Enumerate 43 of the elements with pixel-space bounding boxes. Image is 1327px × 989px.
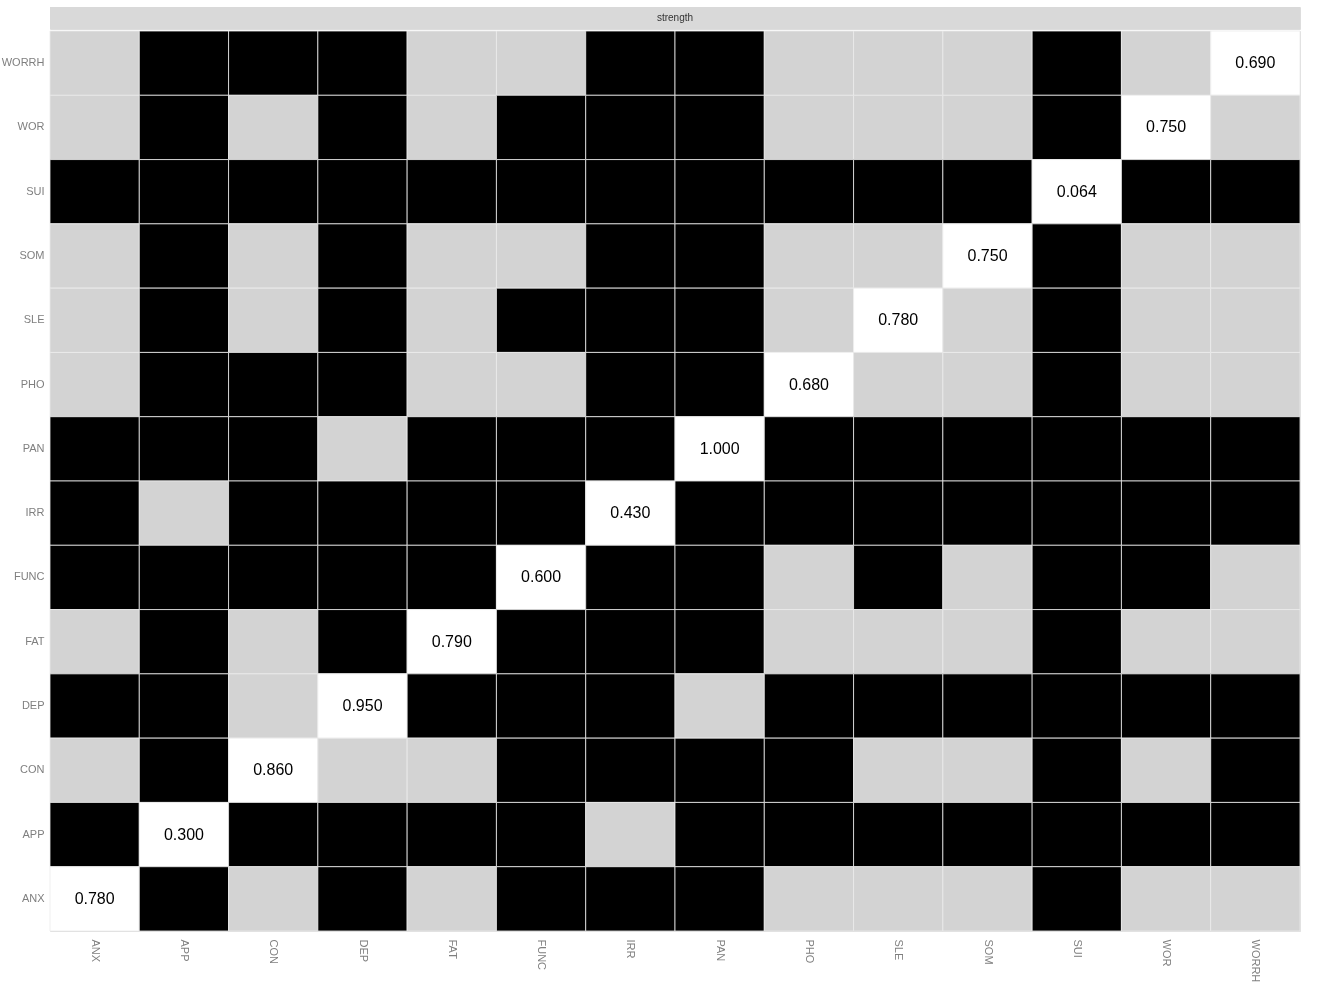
y-tick-label: APP — [22, 827, 45, 840]
y-tick-label: DEP — [21, 699, 45, 711]
x-tick-label: PAN — [714, 939, 727, 962]
y-tick-label: FUNC — [13, 570, 45, 583]
x-tick-label: FAT — [446, 939, 459, 960]
y-tick-label: IRR — [25, 506, 45, 519]
y-tick-label: SOM — [19, 249, 45, 261]
x-tick-label: DEP — [357, 939, 370, 963]
data-label: 0.064 — [1056, 182, 1097, 200]
data-label: 0.680 — [788, 375, 830, 393]
data-label: 0.780 — [74, 889, 115, 907]
y-tick-label: SUI — [26, 184, 45, 197]
y-tick-label: SLE — [23, 313, 45, 326]
y-tick-label: PHO — [20, 377, 45, 390]
y-tick-label: FAT — [25, 634, 45, 647]
data-label: 0.950 — [342, 697, 383, 714]
data-label: 0.790 — [431, 632, 472, 650]
data-label: 0.690 — [1235, 54, 1276, 72]
x-tick-label: CON — [268, 939, 281, 964]
data-label: 0.300 — [163, 825, 205, 843]
x-tick-label: APP — [178, 939, 191, 962]
data-label: 0.780 — [878, 311, 919, 329]
chart-title: strength — [656, 12, 694, 23]
data-label: 1.000 — [699, 439, 740, 457]
x-tick-label: WORRH — [1250, 939, 1263, 983]
data-label: 0.750 — [967, 247, 1008, 264]
data-label: 0.860 — [253, 761, 294, 779]
x-tick-label: ANX — [89, 939, 102, 963]
y-tick-label: WOR — [17, 120, 45, 133]
y-tick-label: CON — [20, 763, 45, 776]
x-tick-label: SUI — [1071, 939, 1084, 958]
x-tick-label: SLE — [893, 939, 906, 961]
data-label: 0.600 — [521, 568, 562, 586]
x-tick-label: SOM — [982, 939, 995, 965]
x-tick-label: IRR — [625, 939, 638, 959]
data-label: 0.750 — [1146, 118, 1187, 136]
x-tick-label: WOR — [1161, 939, 1174, 967]
y-tick-label: ANX — [21, 891, 46, 904]
y-tick-label: PAN — [22, 441, 45, 454]
y-tick-label: WORRH — [1, 56, 45, 69]
data-label: 0.430 — [610, 504, 651, 522]
x-tick-label: FUNC — [536, 939, 549, 971]
x-tick-label: PHO — [803, 939, 816, 964]
